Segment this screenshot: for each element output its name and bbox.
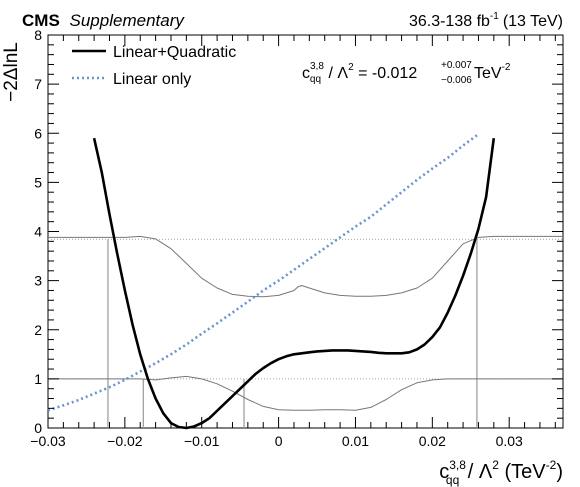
legend-label-linear-quadratic: Linear+Quadratic [113,44,236,61]
y-tick-label: 7 [34,76,42,92]
y-tick-label: 1 [34,371,42,387]
y-tick-label: 8 [34,27,42,43]
curve-band-upper [48,235,563,298]
y-tick-label: 0 [34,420,42,436]
x-axis-label: c3,8 qq / Λ2 (TeV-2) [439,458,563,487]
cms-header: CMS Supplementary [22,11,185,30]
fit-error-up: +0.007 [441,60,472,71]
y-axis-label: −2ΔlnL [1,42,22,102]
lumi-label: 36.3-138 fb-1 (13 TeV) [409,11,563,30]
y-tick-label: 3 [34,273,42,289]
x-tick-label: 0.02 [419,433,446,449]
x-tick-label: −0.02 [107,433,143,449]
legend-label-linear-only: Linear only [113,71,191,88]
x-tick-label: −0.01 [184,433,220,449]
fit-result-annotation: c3,8 qq / Λ2 = -0.012 [302,61,417,85]
curve-linear-quadratic [92,137,496,430]
fit-error-down: −0.006 [441,75,472,86]
y-tick-label: 5 [34,174,42,190]
qualifier-label: Supplementary [70,11,186,30]
y-tick-label: 2 [34,322,42,338]
y-tick-label: 4 [34,224,42,240]
x-tick-label: 0.03 [496,433,523,449]
x-tick-label: −0.03 [30,433,66,449]
x-tick-label: 0.01 [342,433,369,449]
y-tick-label: 6 [34,125,42,141]
curve-band-lower [48,375,563,411]
x-tick-label: 0 [275,433,283,449]
plot-frame [47,34,564,429]
experiment-label: CMS [22,11,60,30]
fit-unit: TeV-2 [474,62,511,82]
legend: Linear+Quadratic Linear only [72,44,236,88]
